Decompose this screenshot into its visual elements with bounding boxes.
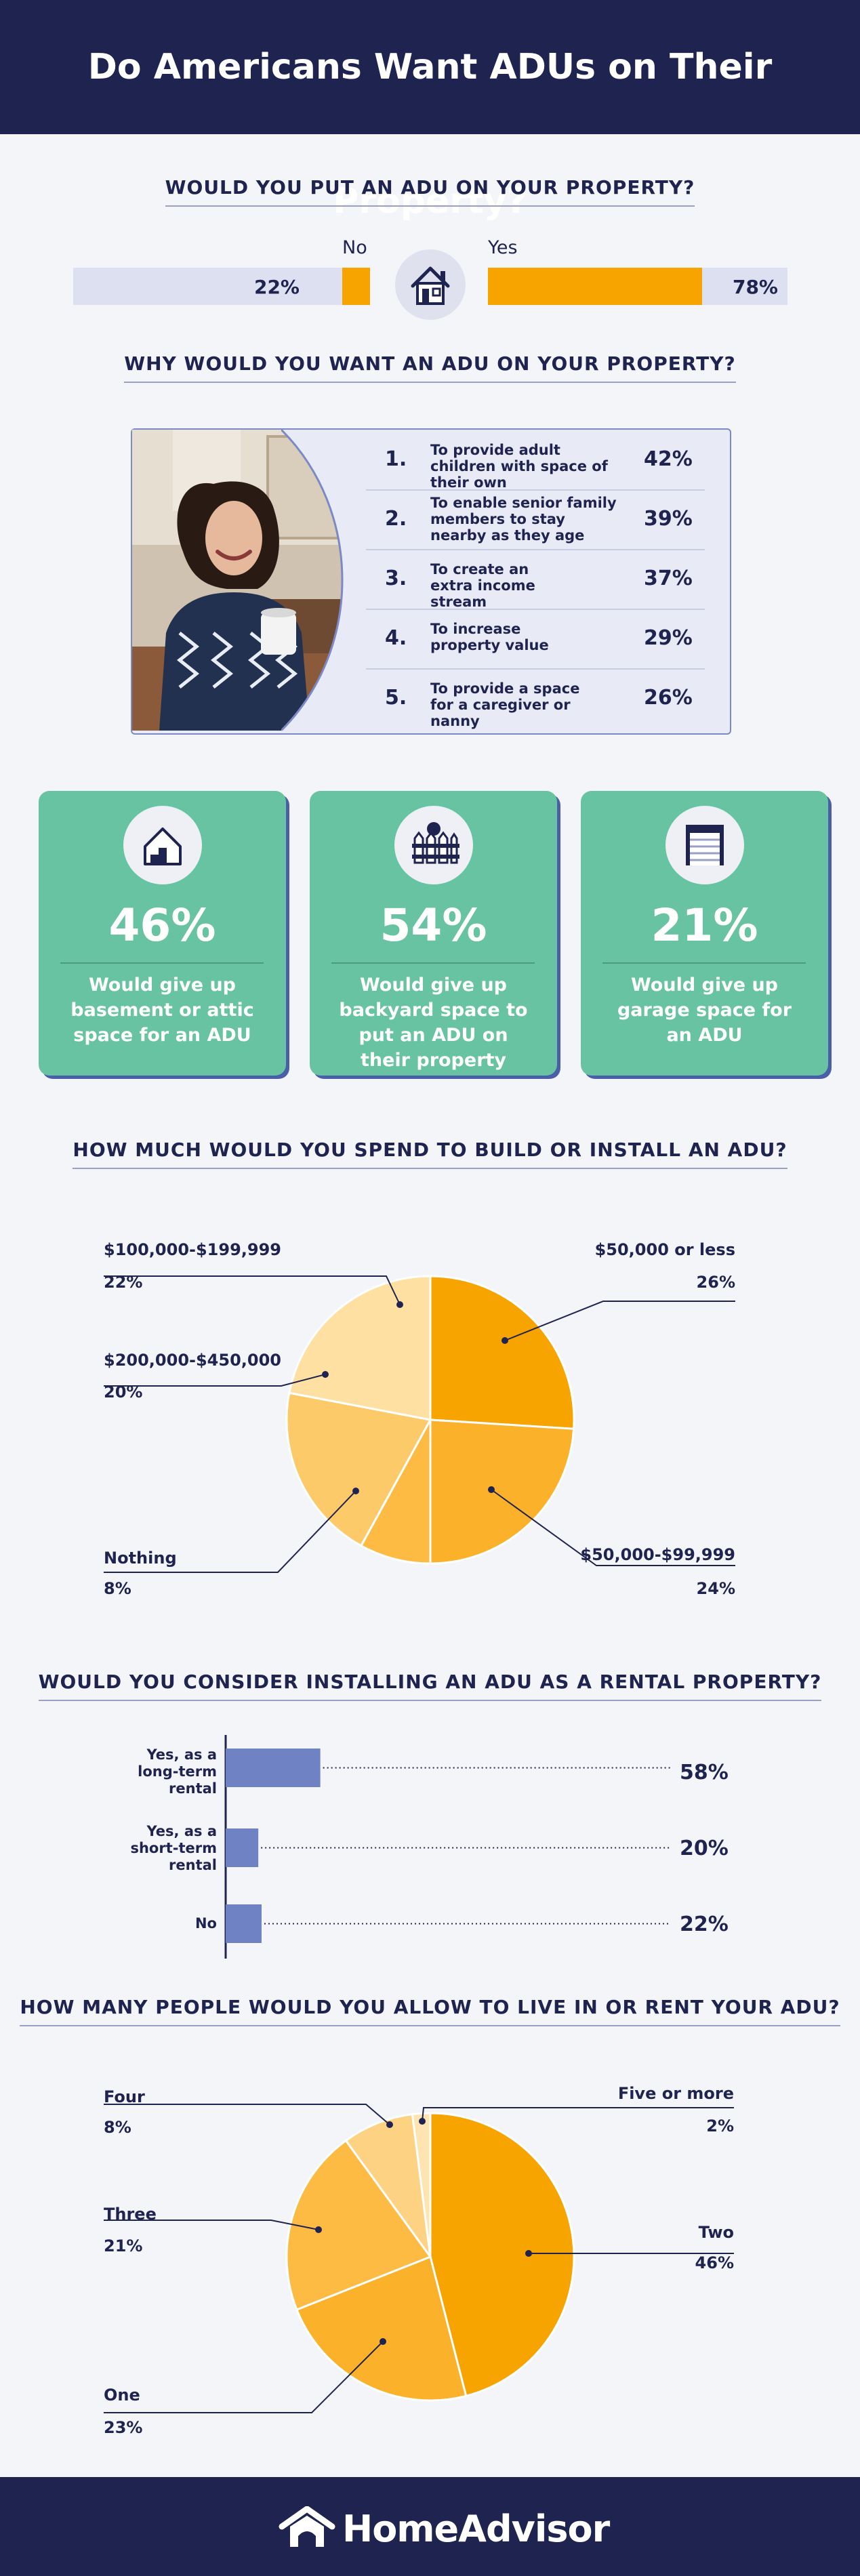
pie2-leader-dot-0 [525, 2250, 532, 2257]
pie2-leader-dot-4 [419, 2118, 426, 2125]
rental-cat-short: Yes, as a short-term rental [130, 1823, 217, 1873]
rental-bar-0 [226, 1749, 321, 1787]
pie2-leader-dot-1 [380, 2338, 386, 2345]
stat-card-backyard: 54% Would give up backyard space to put … [310, 791, 557, 1076]
pie2-label-two: Two [698, 2223, 734, 2242]
pie1-slice-2 [359, 1419, 432, 1565]
pie2-leader-1 [104, 2341, 384, 2413]
no-label: No [342, 237, 367, 258]
list-item: 2. To enable senior family members to st… [366, 491, 705, 550]
pie1-leader-0 [504, 1301, 735, 1341]
pie2-label-one: One [104, 2386, 140, 2405]
pie1-leader-dot-1 [488, 1486, 495, 1493]
pie1-label-nothing: Nothing [104, 1549, 177, 1568]
section-title-spend: HOW MUCH WOULD YOU SPEND TO BUILD OR INS… [0, 1139, 860, 1169]
rental-pct-no: 22% [680, 1913, 729, 1936]
pie1-label-50k-99k: $50,000-$99,999 [580, 1545, 735, 1564]
homeadvisor-logo: HomeAdvisor [278, 2501, 610, 2555]
pie2-pct-three: 21% [104, 2236, 143, 2255]
yes-pct: 78% [732, 276, 778, 298]
pie1-label-50k-less: $50,000 or less [594, 1240, 735, 1259]
rental-bar-1 [226, 1828, 259, 1867]
pie1-pct-200k: 20% [104, 1383, 143, 1402]
pie2-slice-1 [295, 2255, 468, 2402]
stat-card-basement: 46% Would give up basement or attic spac… [39, 791, 286, 1076]
yes-bar-fill [488, 268, 702, 305]
pie2-slice-2 [285, 2139, 432, 2311]
pie1-leader-dot-0 [501, 1337, 508, 1344]
section-title-q1: WOULD YOU PUT AN ADU ON YOUR PROPERTY? [0, 176, 860, 207]
pie1-slice-3 [285, 1391, 432, 1547]
rental-pct-short: 20% [680, 1837, 729, 1860]
pie2-slice-0 [429, 2112, 575, 2398]
brand-name: HomeAdvisor [342, 2508, 610, 2550]
pie2-pct-two: 46% [695, 2253, 734, 2272]
pie1-leader-1 [491, 1489, 735, 1566]
page-title: Do Americans Want ADUs on Their Property… [87, 47, 773, 222]
pie1-pct-50k-99k: 24% [696, 1579, 735, 1598]
list-item: 1. To provide adult children with space … [366, 431, 705, 491]
pie1-slice-4 [287, 1275, 432, 1421]
list-item: 4. To increase property value 29% [366, 610, 705, 670]
pie1-leader-4 [104, 1275, 401, 1305]
pie1-leader-dot-4 [396, 1301, 403, 1308]
pie1-leader-2 [104, 1490, 356, 1573]
people-pie-chart [104, 2104, 734, 2413]
section-title-people: HOW MANY PEOPLE WOULD YOU ALLOW TO LIVE … [0, 1996, 860, 2026]
pie1-pct-nothing: 8% [104, 1579, 131, 1598]
no-pct: 22% [253, 276, 300, 298]
pie2-label-three: Three [104, 2205, 157, 2224]
pie1-leader-dot-3 [322, 1371, 329, 1378]
header-banner [0, 0, 860, 134]
pie2-label-five: Five or more [617, 2084, 734, 2103]
rental-bar-chart [224, 1735, 671, 1959]
list-item: 3. To create an extra income stream 37% [366, 550, 705, 610]
pie1-leader-3 [104, 1374, 326, 1387]
pie2-pct-one: 23% [104, 2418, 143, 2437]
stat-card-garage: 21% Would give up garage space for an AD… [581, 791, 828, 1076]
spend-pie-chart [104, 1275, 735, 1573]
pie2-pct-five: 2% [706, 2117, 734, 2135]
pie2-pct-four: 8% [104, 2118, 131, 2137]
yes-label: Yes [488, 237, 518, 258]
footer-banner [0, 2477, 860, 2576]
list-item: 5. To provide a space for a caregiver or… [385, 680, 693, 729]
pie2-leader-3 [104, 2104, 390, 2125]
pie2-label-four: Four [104, 2087, 145, 2106]
backyard-fence-icon [394, 806, 473, 884]
rental-cat-no: No [194, 1915, 217, 1931]
pie2-leader-4 [422, 2107, 734, 2122]
pie2-leader-2 [104, 2220, 319, 2230]
garage-door-icon [666, 806, 744, 884]
pie1-slice-1 [429, 1418, 575, 1565]
yes-bar-track [488, 268, 787, 305]
no-bar-track [73, 268, 370, 305]
homeadvisor-house-icon [279, 2506, 335, 2547]
pie2-slice-3 [344, 2112, 432, 2257]
pie1-pct-50k-less: 26% [696, 1273, 735, 1292]
pie1-slice-0 [429, 1275, 575, 1430]
pie1-leader-dot-2 [352, 1488, 359, 1494]
pie1-label-100k: $100,000-$199,999 [104, 1240, 281, 1259]
pie1-label-200k: $200,000-$450,000 [104, 1351, 281, 1370]
woman-with-mug-photo [132, 430, 356, 731]
rental-pct-long: 58% [680, 1761, 729, 1784]
house-icon [395, 249, 466, 320]
rental-cat-long: Yes, as a long-term rental [138, 1746, 217, 1797]
pie2-leader-dot-2 [315, 2226, 322, 2233]
section-title-q2: WHY WOULD YOU WANT AN ADU ON YOUR PROPER… [0, 352, 860, 383]
basement-house-icon [123, 806, 202, 884]
no-bar-fill [342, 268, 370, 305]
pie2-leader-dot-3 [386, 2121, 393, 2128]
rental-bar-2 [226, 1904, 262, 1943]
pie2-slice-4 [411, 2112, 432, 2257]
section-title-rental: WOULD YOU CONSIDER INSTALLING AN ADU AS … [0, 1671, 860, 1701]
pie1-pct-100k: 22% [104, 1273, 143, 1292]
